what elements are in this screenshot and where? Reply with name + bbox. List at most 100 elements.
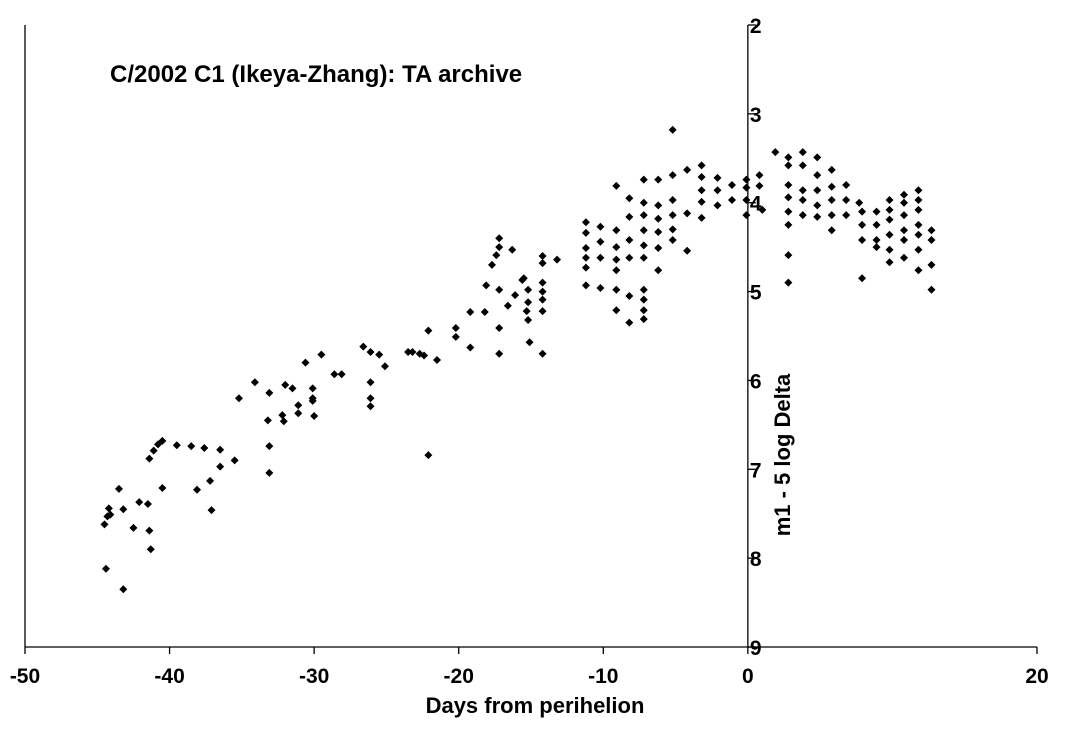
data-point [639,253,648,262]
x-tick-label: -50 [10,665,40,688]
data-point [366,378,375,387]
x-axis-label: Days from perihelion [426,693,645,718]
data-point [899,198,908,207]
data-point [524,285,533,294]
y-tick-label: 9 [750,637,762,660]
data-point [596,253,605,262]
data-point [538,307,547,316]
data-point [771,148,780,157]
data-point [899,236,908,245]
data-point [842,196,851,205]
data-point [639,315,648,324]
data-point [495,234,504,243]
data-point [885,205,894,214]
x-tick-label: 0 [742,665,754,688]
data-point [146,545,155,554]
data-point [813,171,822,180]
data-point [380,362,389,371]
y-tick-label: 7 [750,459,762,482]
data-point [872,243,881,252]
data-point [596,222,605,231]
data-point [216,445,225,454]
data-point [858,274,867,283]
data-point [200,443,209,452]
data-point [538,287,547,296]
data-point [668,236,677,245]
data-point [899,253,908,262]
data-point [135,498,144,507]
x-tick-label: -30 [299,665,329,688]
data-point [265,468,274,477]
data-point [466,343,475,352]
data-point [625,292,634,301]
data-point [308,396,317,405]
y-tick-label: 3 [750,104,762,127]
data-point [281,380,290,389]
data-point [899,190,908,199]
data-point [927,260,936,269]
data-point [713,186,722,195]
data-point [511,291,520,300]
data-point [858,220,867,229]
data-point [885,215,894,224]
data-point [404,347,413,356]
data-point [538,349,547,358]
data-point [301,358,310,367]
data-point [914,196,923,205]
data-point [784,180,793,189]
data-point [639,285,648,294]
data-point [727,196,736,205]
data-point [713,173,722,182]
data-point [654,201,663,210]
data-point [827,211,836,220]
data-point [885,230,894,239]
data-point [538,278,547,287]
y-axis-label: m1 - 5 log Delta [770,373,795,536]
data-point [596,237,605,246]
data-point [310,411,319,420]
data-point [827,226,836,235]
data-point [827,165,836,174]
data-point [158,483,167,492]
data-point [495,285,504,294]
data-point [101,564,110,573]
data-point [172,441,181,450]
data-point [625,212,634,221]
data-point [697,172,706,181]
data-point [668,196,677,205]
data-point [742,196,751,205]
data-point [885,245,894,254]
data-point [842,180,851,189]
data-point [424,451,433,460]
data-point [581,244,590,253]
data-point [827,196,836,205]
y-tick-label: 2 [750,15,762,38]
data-point [581,253,590,262]
data-point [625,194,634,203]
y-tick-label: 6 [750,370,762,393]
x-tick-label: -10 [588,665,618,688]
data-point [495,324,504,333]
data-point [612,285,621,294]
data-point [927,226,936,235]
data-point [451,332,460,341]
data-point [872,220,881,229]
data-point [359,342,368,351]
data-point [885,258,894,267]
data-point [143,499,152,508]
data-point [522,307,531,316]
data-point [858,207,867,216]
data-point [149,446,158,455]
data-point [683,165,692,174]
data-point [742,183,751,192]
data-point [524,298,533,307]
data-point [612,306,621,315]
data-point [625,236,634,245]
data-point [294,409,303,418]
chart-title: C/2002 C1 (Ikeya-Zhang): TA archive [110,61,522,88]
data-point [654,228,663,237]
data-point [187,442,196,451]
data-point [366,394,375,403]
data-point [654,214,663,223]
